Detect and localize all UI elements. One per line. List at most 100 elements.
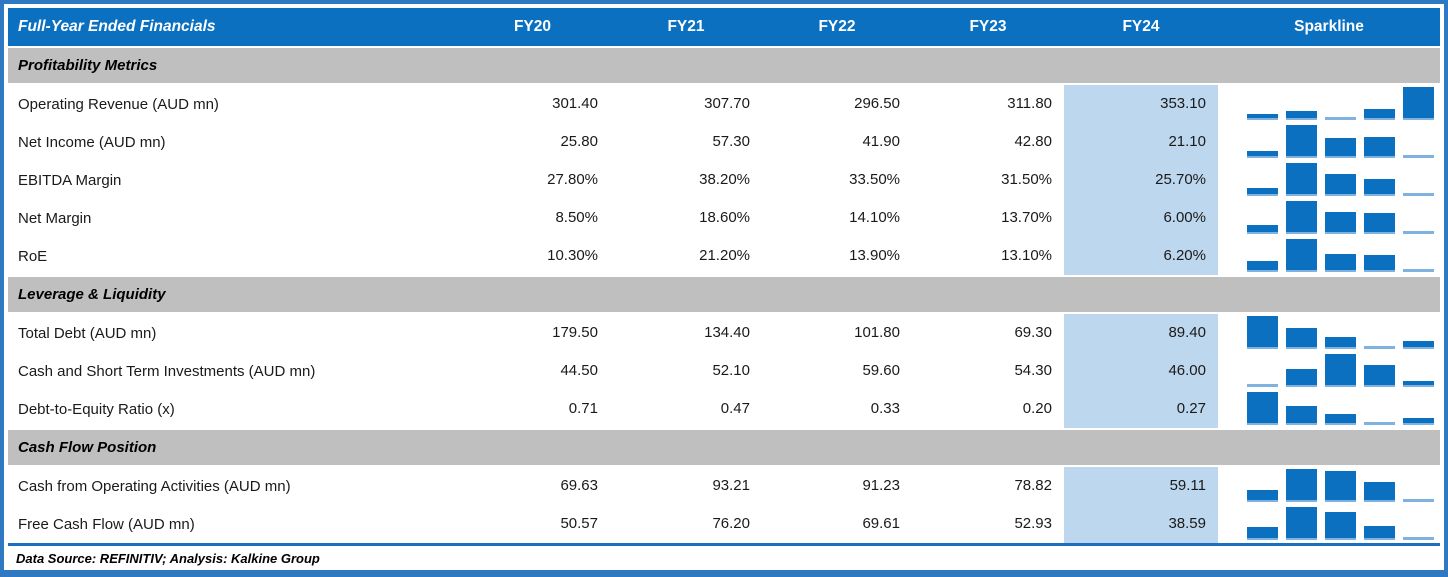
sparkline-bar: [1403, 537, 1434, 540]
sparkline-bar: [1286, 239, 1317, 272]
sparkline-bar: [1364, 482, 1395, 502]
sparkline-bar: [1325, 117, 1356, 120]
value-cell: 69.63: [560, 477, 598, 494]
sparkline-bar: [1364, 109, 1395, 120]
value-cell: 307.70: [704, 95, 750, 112]
sparkline-bar: [1286, 469, 1317, 502]
value-cell: 59.11: [1064, 467, 1218, 505]
value-cell: 27.80%: [547, 171, 598, 188]
value-cell: 21.10: [1064, 123, 1218, 161]
value-cell: 8.50%: [555, 209, 598, 226]
sparkline: [1218, 85, 1440, 123]
value-cell: 25.70%: [1064, 161, 1218, 199]
sparkline-bar: [1325, 512, 1356, 540]
value-cell: 0.71: [568, 400, 598, 417]
sparkline-bar: [1403, 418, 1434, 425]
table-row: Cash from Operating Activities (AUD mn) …: [8, 467, 1440, 505]
sparkline-bar: [1364, 422, 1395, 425]
sparkline-bar: [1247, 384, 1278, 387]
header-col-fy21: FY21: [667, 18, 705, 35]
header-col-fy24: FY24: [1122, 18, 1160, 35]
value-cell: 311.80: [1007, 95, 1052, 112]
value-cell: 44.50: [560, 362, 598, 379]
value-cell: 296.50: [854, 95, 900, 112]
sparkline: [1218, 314, 1440, 352]
value-cell: 18.60%: [699, 209, 750, 226]
sparkline-bar: [1325, 138, 1356, 158]
sparkline-bar: [1364, 346, 1395, 349]
value-cell: 54.30: [1014, 362, 1052, 379]
value-cell: 41.90: [862, 133, 900, 150]
section-title: Cash Flow Position: [18, 439, 157, 456]
row-label: Cash and Short Term Investments (AUD mn): [18, 362, 316, 380]
sparkline-bar: [1403, 269, 1434, 272]
sparkline-bar: [1247, 188, 1278, 196]
sparkline-bar: [1247, 527, 1278, 540]
sparkline: [1218, 390, 1440, 428]
value-cell: 0.47: [720, 400, 750, 417]
sparkline-bar: [1364, 255, 1395, 272]
section-header-row: Cash Flow Position: [8, 430, 1440, 465]
sparkline-bar: [1286, 111, 1317, 120]
value-cell: 179.50: [552, 324, 598, 341]
value-cell: 0.20: [1022, 400, 1052, 417]
sparkline: [1218, 237, 1440, 275]
sparkline-bar: [1403, 341, 1434, 349]
sparkline-bar: [1403, 499, 1434, 502]
value-cell: 101.80: [854, 324, 900, 341]
sparkline: [1218, 199, 1440, 237]
row-label: Cash from Operating Activities (AUD mn): [18, 477, 291, 495]
value-cell: 42.80: [1014, 133, 1052, 150]
value-cell: 13.10%: [1001, 247, 1052, 264]
value-cell: 93.21: [712, 477, 750, 494]
table-row: RoE 10.30% 21.20% 13.90% 13.10% 6.20%: [8, 237, 1440, 275]
value-cell: 38.20%: [699, 171, 750, 188]
table-header-row: Full-Year Ended Financials FY20 FY21 FY2…: [8, 8, 1440, 46]
sparkline-bar: [1247, 316, 1278, 349]
row-label: Operating Revenue (AUD mn): [18, 95, 219, 113]
value-cell: 69.30: [1014, 324, 1052, 341]
table-row: Free Cash Flow (AUD mn) 50.57 76.20 69.6…: [8, 505, 1440, 543]
sparkline-bar: [1286, 369, 1317, 387]
sparkline-bar: [1325, 337, 1356, 349]
value-cell: 0.33: [870, 400, 900, 417]
bottom-bar: [4, 570, 1444, 577]
value-cell: 50.57: [560, 515, 598, 532]
sparkline-bar: [1286, 125, 1317, 158]
value-cell: 33.50%: [849, 171, 900, 188]
sparkline-bar: [1325, 254, 1356, 272]
sparkline-bar: [1403, 193, 1434, 196]
value-cell: 31.50%: [1001, 171, 1052, 188]
table-row: Cash and Short Term Investments (AUD mn)…: [8, 352, 1440, 390]
section-header-row: Profitability Metrics: [8, 48, 1440, 83]
header-col-fy23: FY23: [969, 18, 1007, 35]
table-row: Net Income (AUD mn) 25.80 57.30 41.90 42…: [8, 123, 1440, 161]
sparkline-bar: [1364, 213, 1395, 234]
value-cell: 10.30%: [547, 247, 598, 264]
table-row: Total Debt (AUD mn) 179.50 134.40 101.80…: [8, 314, 1440, 352]
value-cell: 0.27: [1064, 390, 1218, 428]
sparkline-bar: [1247, 490, 1278, 502]
header-col-sparkline: Sparkline: [1294, 18, 1364, 35]
sparkline-bar: [1286, 201, 1317, 234]
row-label: RoE: [18, 247, 48, 265]
sparkline-bar: [1247, 151, 1278, 158]
section-title: Leverage & Liquidity: [18, 286, 166, 303]
value-cell: 59.60: [862, 362, 900, 379]
value-cell: 91.23: [862, 477, 900, 494]
value-cell: 78.82: [1014, 477, 1052, 494]
row-label: Net Margin: [18, 209, 92, 227]
table-title: Full-Year Ended Financials: [18, 18, 216, 35]
sparkline-bar: [1247, 392, 1278, 425]
value-cell: 52.93: [1014, 515, 1052, 532]
sparkline-bar: [1403, 381, 1434, 387]
sparkline-bar: [1403, 87, 1434, 120]
value-cell: 52.10: [712, 362, 750, 379]
table-row: Operating Revenue (AUD mn) 301.40 307.70…: [8, 85, 1440, 123]
value-cell: 76.20: [712, 515, 750, 532]
sparkline-bar: [1325, 414, 1356, 425]
row-label: Total Debt (AUD mn): [18, 324, 157, 342]
header-col-fy20: FY20: [513, 18, 552, 35]
value-cell: 38.59: [1064, 505, 1218, 543]
